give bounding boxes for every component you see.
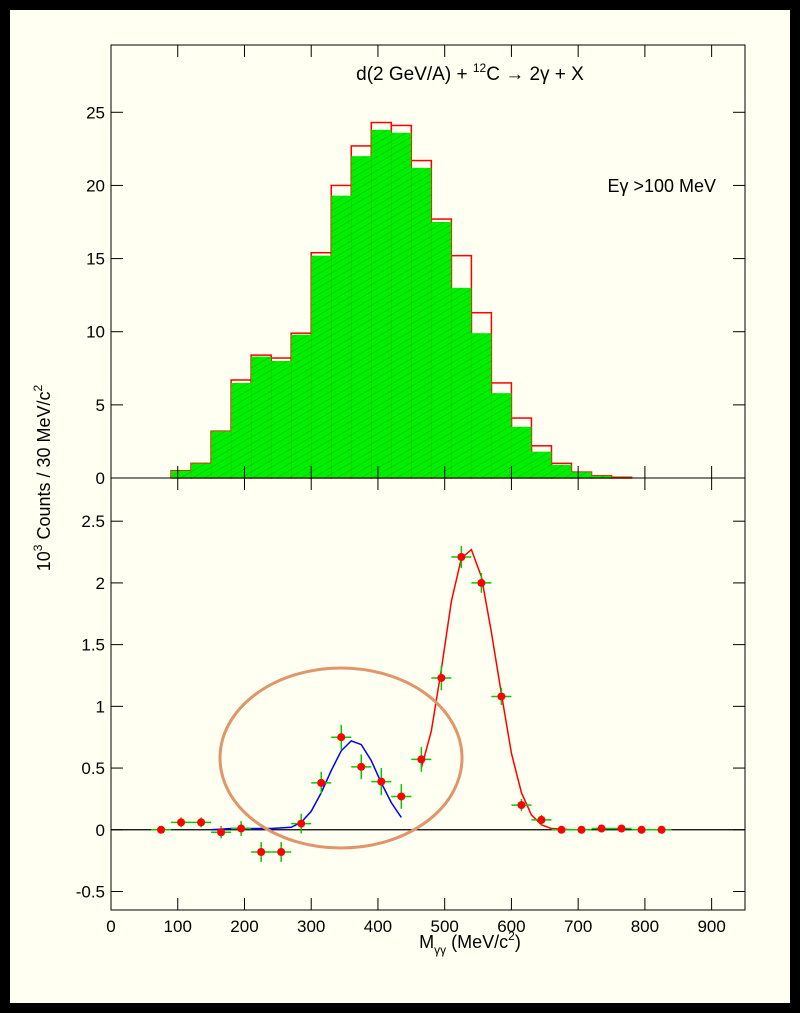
bar [471, 333, 492, 478]
data-point [597, 824, 606, 833]
bar [271, 360, 292, 478]
bar [171, 470, 192, 478]
x-tick-label: 100 [164, 917, 192, 936]
data-point [497, 692, 506, 701]
bar [371, 129, 392, 478]
data-point [637, 825, 646, 834]
y-tick-label: 15 [86, 250, 105, 269]
bar [331, 195, 352, 478]
bar [211, 431, 232, 478]
label-sup: 2 [31, 384, 45, 391]
label-text: ) [515, 932, 521, 952]
label-text: M [419, 932, 434, 952]
x-tick-label: 900 [697, 917, 725, 936]
x-tick-label: 700 [564, 917, 592, 936]
label-text: 10 [34, 551, 54, 571]
y-tick-label: 1.5 [81, 636, 105, 655]
y-tick-label: 2.5 [81, 512, 105, 531]
x-axis-label: Mγγ (MeV/c2) [419, 929, 521, 957]
data-point [477, 578, 486, 587]
y-axis-label: 103 Counts / 30 MeV/c2 [31, 384, 54, 571]
data-point [417, 755, 426, 764]
label-text: Counts / 30 MeV/c [34, 391, 54, 544]
bar [511, 426, 532, 478]
x-tick-label: 600 [497, 917, 525, 936]
bar [411, 167, 432, 479]
x-tick-label: 400 [364, 917, 392, 936]
title-text: d(2 GeV/A) + [356, 64, 473, 85]
bar [251, 356, 272, 478]
bar [591, 475, 612, 478]
annotation: Eγ >100 MeV [607, 176, 716, 196]
bar [431, 222, 452, 478]
data-point [297, 819, 306, 828]
fit-curve [420, 548, 592, 831]
y-tick-label: 0.5 [81, 759, 105, 778]
bar [571, 472, 592, 478]
bar [191, 463, 212, 478]
data-point [337, 733, 346, 742]
fit-curve [211, 740, 402, 831]
bar [311, 255, 332, 478]
y-tick-label: 10 [86, 323, 105, 342]
bar [531, 451, 552, 478]
data-point [437, 673, 446, 682]
data-point [577, 825, 586, 834]
x-tick-label: 200 [230, 917, 258, 936]
data-point [217, 828, 226, 837]
y-tick-label: 20 [86, 176, 105, 195]
data-point [377, 777, 386, 786]
data-point [237, 824, 246, 833]
data-point [397, 792, 406, 801]
y-tick-label: 5 [96, 396, 105, 415]
x-tick-label: 500 [430, 917, 458, 936]
label-sup: 3 [31, 544, 45, 551]
data-point [617, 824, 626, 833]
bar [451, 287, 472, 478]
highlight-ellipse [218, 666, 464, 850]
data-point [317, 778, 326, 787]
bar [551, 464, 572, 478]
data-point [277, 847, 286, 856]
data-point [557, 825, 566, 834]
label-text: (MeV/c [446, 932, 508, 952]
bar [491, 393, 512, 478]
data-point [197, 818, 206, 827]
title-text: C → 2γ + X [486, 64, 584, 85]
y-tick-label: 1 [96, 697, 105, 716]
y-tick-label: 0 [96, 821, 105, 840]
x-tick-label: 300 [297, 917, 325, 936]
data-point [157, 825, 166, 834]
label-sup: 2 [508, 929, 515, 943]
data-point [657, 825, 666, 834]
y-tick-label: 2 [96, 574, 105, 593]
bottom-frame [110, 477, 746, 911]
y-tick-label: -0.5 [76, 882, 105, 901]
data-point [177, 818, 186, 827]
label-sub: γγ [434, 943, 446, 957]
data-point [517, 801, 526, 810]
data-point [457, 552, 466, 561]
y-tick-label: 25 [86, 103, 105, 122]
bar [351, 156, 372, 479]
data-point [537, 815, 546, 824]
x-tick-label: 800 [631, 917, 659, 936]
data-point [257, 847, 266, 856]
bar [231, 382, 252, 478]
data-point [357, 762, 366, 771]
x-tick-label: 0 [106, 917, 115, 936]
y-tick-label: 0 [96, 469, 105, 488]
title-sup: 12 [473, 61, 487, 75]
bar [391, 132, 412, 478]
bar [291, 334, 312, 478]
chart-title: d(2 GeV/A) + 12C → 2γ + X [356, 61, 584, 85]
